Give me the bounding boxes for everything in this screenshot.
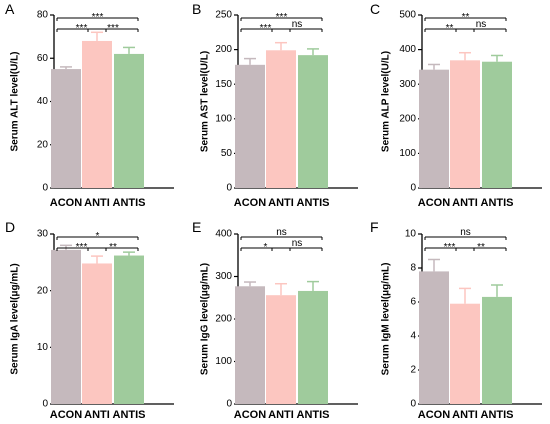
- panel-a-significance-label: ***: [92, 12, 104, 23]
- panel-d-bar-antis: [114, 255, 144, 404]
- panel-d-significance-label: ***: [76, 242, 88, 253]
- panel-d-y-tick-label: 0: [42, 399, 48, 410]
- panel-a-bar-antis: [114, 53, 144, 188]
- panel-f-y-tick-label: 4: [410, 331, 416, 342]
- panel-d-significance-label: **: [109, 242, 117, 253]
- panel-f-category-label: ACON: [418, 409, 450, 421]
- panel-a-y-tick-label: 40: [37, 96, 49, 107]
- panel-b-letter: B: [192, 1, 201, 17]
- panel-f-y-tick-label: 10: [405, 229, 417, 240]
- panel-a-y-tick-label: 60: [37, 53, 49, 64]
- panel-b-y-tick-label: 150: [215, 79, 232, 90]
- panel-f-letter: F: [370, 219, 379, 235]
- panel-b-significance-label: ***: [260, 23, 272, 34]
- panel-a-y-tick-label: 0: [42, 183, 48, 194]
- panel-a-bar-anti: [82, 40, 112, 189]
- panel-c-significance-label: **: [462, 12, 470, 23]
- panel-a-category-label: ANTIS: [113, 197, 146, 209]
- panel-b-y-tick-label: 50: [221, 148, 233, 159]
- panel-f-bar-antis: [482, 296, 512, 404]
- panel-d-category-label: ANTIS: [113, 409, 146, 421]
- panel-c-significance-label: ns: [476, 19, 487, 30]
- panel-f-y-axis-title: Serum IgM level(μg/mL): [381, 263, 392, 376]
- panel-e-category-label: ACON: [234, 409, 266, 421]
- panel-c-y-tick-label: 300: [399, 79, 416, 90]
- panel-c-y-tick-label: 0: [410, 183, 416, 194]
- panel-f-bar-acon: [419, 271, 449, 404]
- panel-b-significance-label: ***: [276, 12, 288, 23]
- panel-e-significance-label: ns: [292, 238, 303, 249]
- panel-b-category-label: ACON: [234, 197, 266, 209]
- panel-c-bar-anti: [450, 60, 480, 188]
- panel-a-y-tick-label: 20: [37, 139, 49, 150]
- panel-a-category-label: ACON: [50, 197, 82, 209]
- panel-e-y-tick-label: 0: [226, 399, 232, 410]
- panel-c-significance-label: **: [446, 23, 454, 34]
- panel-d-category-label: ACON: [50, 409, 82, 421]
- panel-a-significance-label: ***: [76, 23, 88, 34]
- panel-f-significance-label: ns: [460, 227, 471, 238]
- panel-a-significance-label: ***: [107, 23, 119, 34]
- panel-f-significance-label: ***: [444, 242, 456, 253]
- panel-e-significance-label: *: [264, 242, 268, 253]
- panel-c-category-label: ANTIS: [481, 197, 514, 209]
- panel-a-y-tick-label: 80: [37, 10, 49, 21]
- panel-e-bar-anti: [266, 295, 296, 404]
- panel-e-y-tick-label: 300: [215, 271, 232, 282]
- panel-c-y-tick-label: 100: [399, 148, 416, 159]
- panel-d-letter: D: [5, 219, 15, 235]
- panel-f-category-label: ANTIS: [481, 409, 514, 421]
- panel-a-category-label: ANTI: [84, 197, 110, 209]
- panel-b-category-label: ANTI: [268, 197, 294, 209]
- panel-d-y-tick-label: 30: [37, 229, 49, 240]
- panel-c-bar-acon: [419, 69, 449, 188]
- panel-e-bar-antis: [298, 290, 328, 404]
- panel-a-bar-acon: [51, 69, 81, 188]
- panel-e-category-label: ANTI: [268, 409, 294, 421]
- panel-b-bar-anti: [266, 50, 296, 189]
- panel-f-significance-label: **: [477, 242, 485, 253]
- panel-d-bar-acon: [51, 249, 81, 404]
- panel-b-y-tick-label: 200: [215, 44, 232, 55]
- panel-b-y-tick-label: 0: [226, 183, 232, 194]
- panel-a-letter: A: [5, 1, 15, 17]
- panel-d-category-label: ANTI: [84, 409, 110, 421]
- panel-c-y-tick-label: 400: [399, 44, 416, 55]
- panel-f-y-tick-label: 2: [410, 365, 416, 376]
- panel-e-category-label: ANTIS: [297, 409, 330, 421]
- panel-e-y-axis-title: Serum IgG level(μg/mL): [200, 263, 211, 375]
- panel-f-category-label: ANTI: [452, 409, 478, 421]
- panel-b-bar-antis: [298, 55, 328, 188]
- panel-b-y-tick-label: 250: [215, 10, 232, 21]
- panel-d-significance-label: *: [96, 231, 100, 242]
- panel-c-y-tick-label: 200: [399, 113, 416, 124]
- panel-c-y-tick-label: 500: [399, 10, 416, 21]
- panel-e-y-tick-label: 100: [215, 356, 232, 367]
- panel-b-significance-label: ns: [292, 19, 303, 30]
- panel-e-letter: E: [192, 219, 201, 235]
- panel-c-category-label: ANTI: [452, 197, 478, 209]
- panel-b-y-axis-title: Serum AST level(U/L): [200, 51, 211, 152]
- panel-b-y-tick-label: 100: [215, 113, 232, 124]
- panel-f-bar-anti: [450, 303, 480, 404]
- panel-e-y-tick-label: 400: [215, 229, 232, 240]
- panel-d-bar-anti: [82, 263, 112, 404]
- panel-e-significance-label: ns: [276, 227, 287, 238]
- panel-c-letter: C: [370, 1, 380, 17]
- panel-f-y-tick-label: 6: [410, 297, 416, 308]
- panel-b-category-label: ANTIS: [297, 197, 330, 209]
- panel-a-y-axis-title: Serum ALT level(U/L): [10, 51, 21, 151]
- panel-f-y-tick-label: 8: [410, 263, 416, 274]
- panel-d-y-tick-label: 10: [37, 342, 49, 353]
- panel-d-y-tick-label: 20: [37, 285, 49, 296]
- panel-e-bar-acon: [235, 286, 265, 404]
- panel-c-category-label: ACON: [418, 197, 450, 209]
- panel-f-y-tick-label: 0: [410, 399, 416, 410]
- panel-c-bar-antis: [482, 61, 512, 188]
- panel-d-y-axis-title: Serum IgA level(μg/mL): [10, 263, 21, 374]
- panel-b-bar-acon: [235, 64, 265, 188]
- panel-c-y-axis-title: Serum ALP level(U/L): [381, 51, 392, 152]
- panel-e-y-tick-label: 200: [215, 314, 232, 325]
